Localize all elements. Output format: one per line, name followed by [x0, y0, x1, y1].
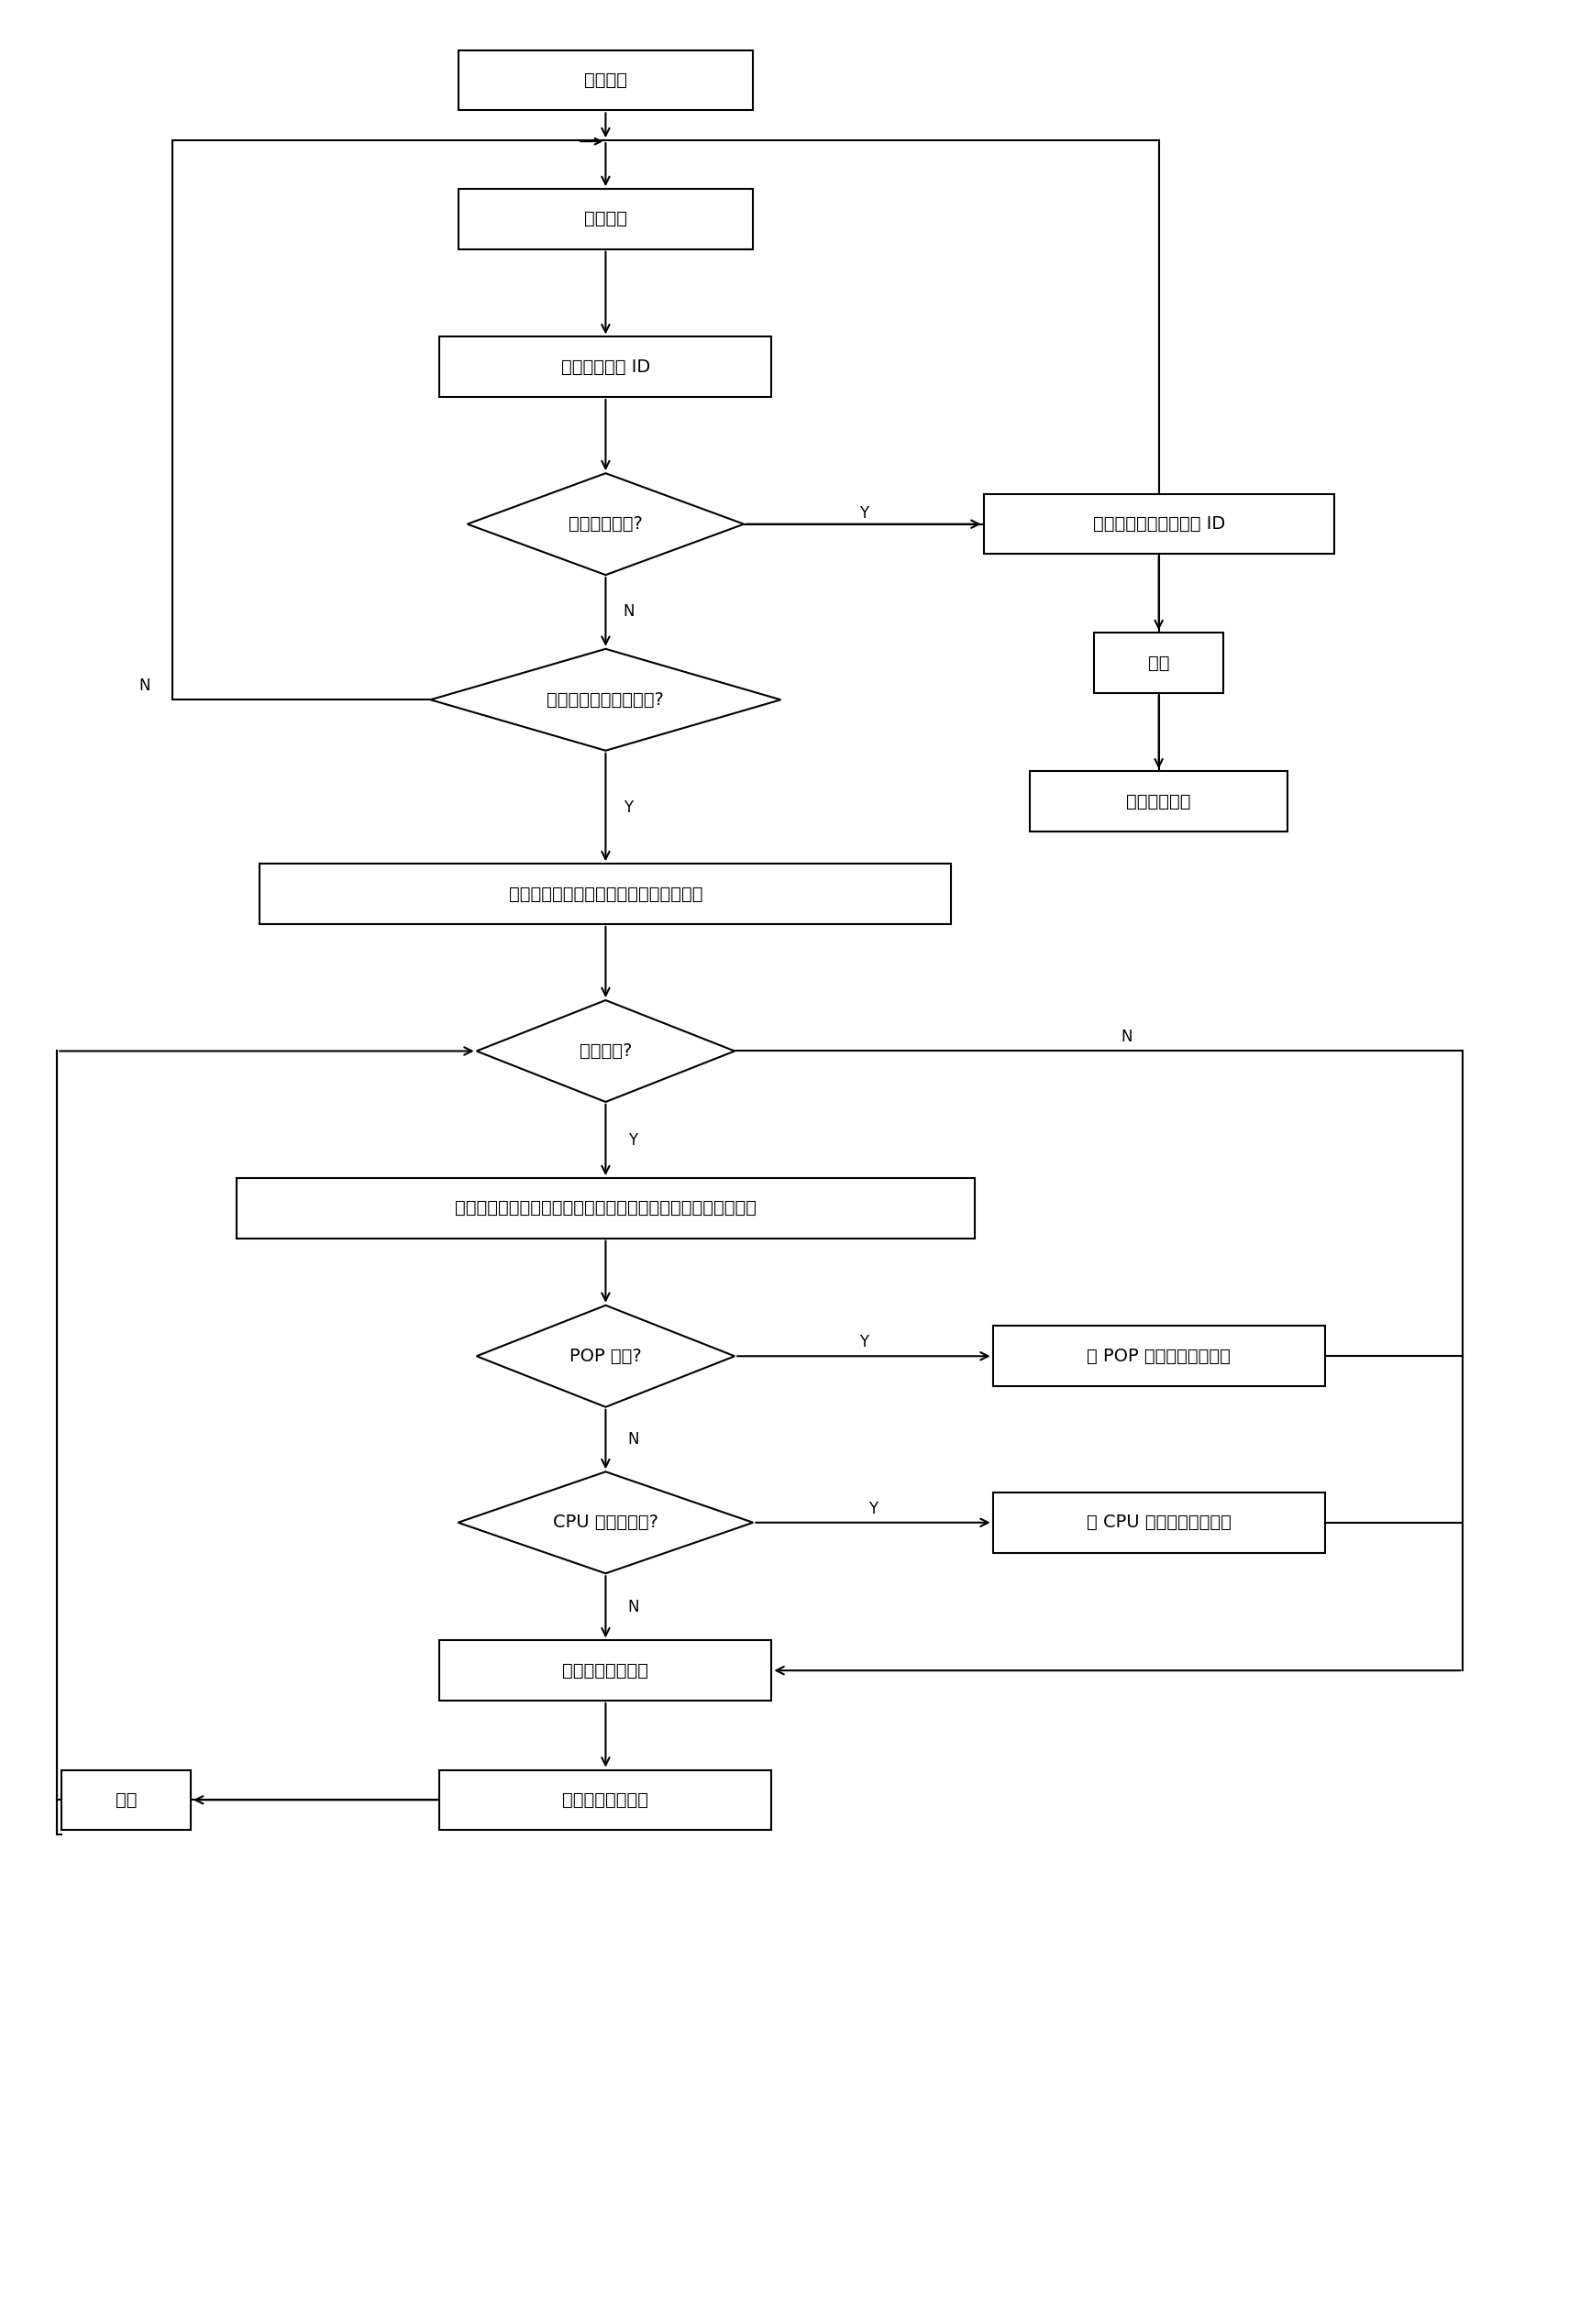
Text: 系统启动: 系统启动 — [585, 72, 627, 88]
Text: 闪烁显示当前单项自检 ID: 闪烁显示当前单项自检 ID — [1093, 516, 1224, 532]
Text: N: N — [623, 604, 635, 621]
Polygon shape — [477, 999, 735, 1102]
Text: 调用下载查询程序: 调用下载查询程序 — [562, 1792, 649, 1808]
Bar — [439, 1641, 771, 1701]
Text: N: N — [139, 679, 150, 695]
Bar — [62, 1771, 191, 1829]
Text: 单项自检: 单项自检 — [585, 209, 627, 228]
Polygon shape — [430, 648, 781, 751]
Text: Y: Y — [869, 1501, 877, 1518]
Polygon shape — [477, 1306, 735, 1406]
Text: 显示堆叠号及相关指示灯，保存模式状态: 显示堆叠号及相关指示灯，保存模式状态 — [509, 885, 703, 902]
Bar — [992, 1492, 1324, 1552]
Text: N: N — [1120, 1030, 1133, 1046]
Text: 有按键吗?: 有按键吗? — [580, 1043, 632, 1060]
Polygon shape — [468, 474, 744, 574]
Text: 把 CPU 占用率换算后显示: 把 CPU 占用率换算后显示 — [1087, 1513, 1231, 1532]
Text: Y: Y — [860, 1334, 869, 1350]
Bar — [439, 1771, 771, 1829]
Polygon shape — [458, 1471, 754, 1573]
Bar — [458, 51, 754, 109]
Bar — [259, 865, 951, 925]
Bar — [439, 337, 771, 397]
Bar — [1030, 772, 1288, 832]
Text: N: N — [627, 1599, 638, 1615]
Bar — [458, 188, 754, 249]
Bar — [237, 1178, 975, 1239]
Text: Y: Y — [860, 504, 869, 521]
Text: Y: Y — [629, 1132, 638, 1148]
Text: 把 POP 使用率换算后显示: 把 POP 使用率换算后显示 — [1087, 1348, 1231, 1364]
Bar — [1095, 632, 1223, 693]
Text: 根据模式状态切换显示模式及相关指示灯，并重新保存模式状态: 根据模式状态切换显示模式及相关指示灯，并重新保存模式状态 — [455, 1199, 757, 1218]
Text: Y: Y — [624, 799, 634, 816]
Text: 显示单项自检 ID: 显示单项自检 ID — [561, 358, 651, 376]
Text: 延时: 延时 — [1149, 653, 1169, 672]
Text: POP 模式?: POP 模式? — [569, 1348, 641, 1364]
Text: CPU 占用率模式?: CPU 占用率模式? — [553, 1513, 659, 1532]
Text: 延时: 延时 — [115, 1792, 137, 1808]
Bar — [992, 1327, 1324, 1385]
Text: 当前自检失败?: 当前自检失败? — [569, 516, 643, 532]
Text: 调用告警查询程序: 调用告警查询程序 — [562, 1662, 649, 1680]
Text: 全部单项都已通过自检?: 全部单项都已通过自检? — [547, 690, 664, 709]
Bar — [984, 495, 1334, 553]
Text: N: N — [627, 1432, 638, 1448]
Text: 重做该项自检: 重做该项自检 — [1127, 792, 1191, 811]
